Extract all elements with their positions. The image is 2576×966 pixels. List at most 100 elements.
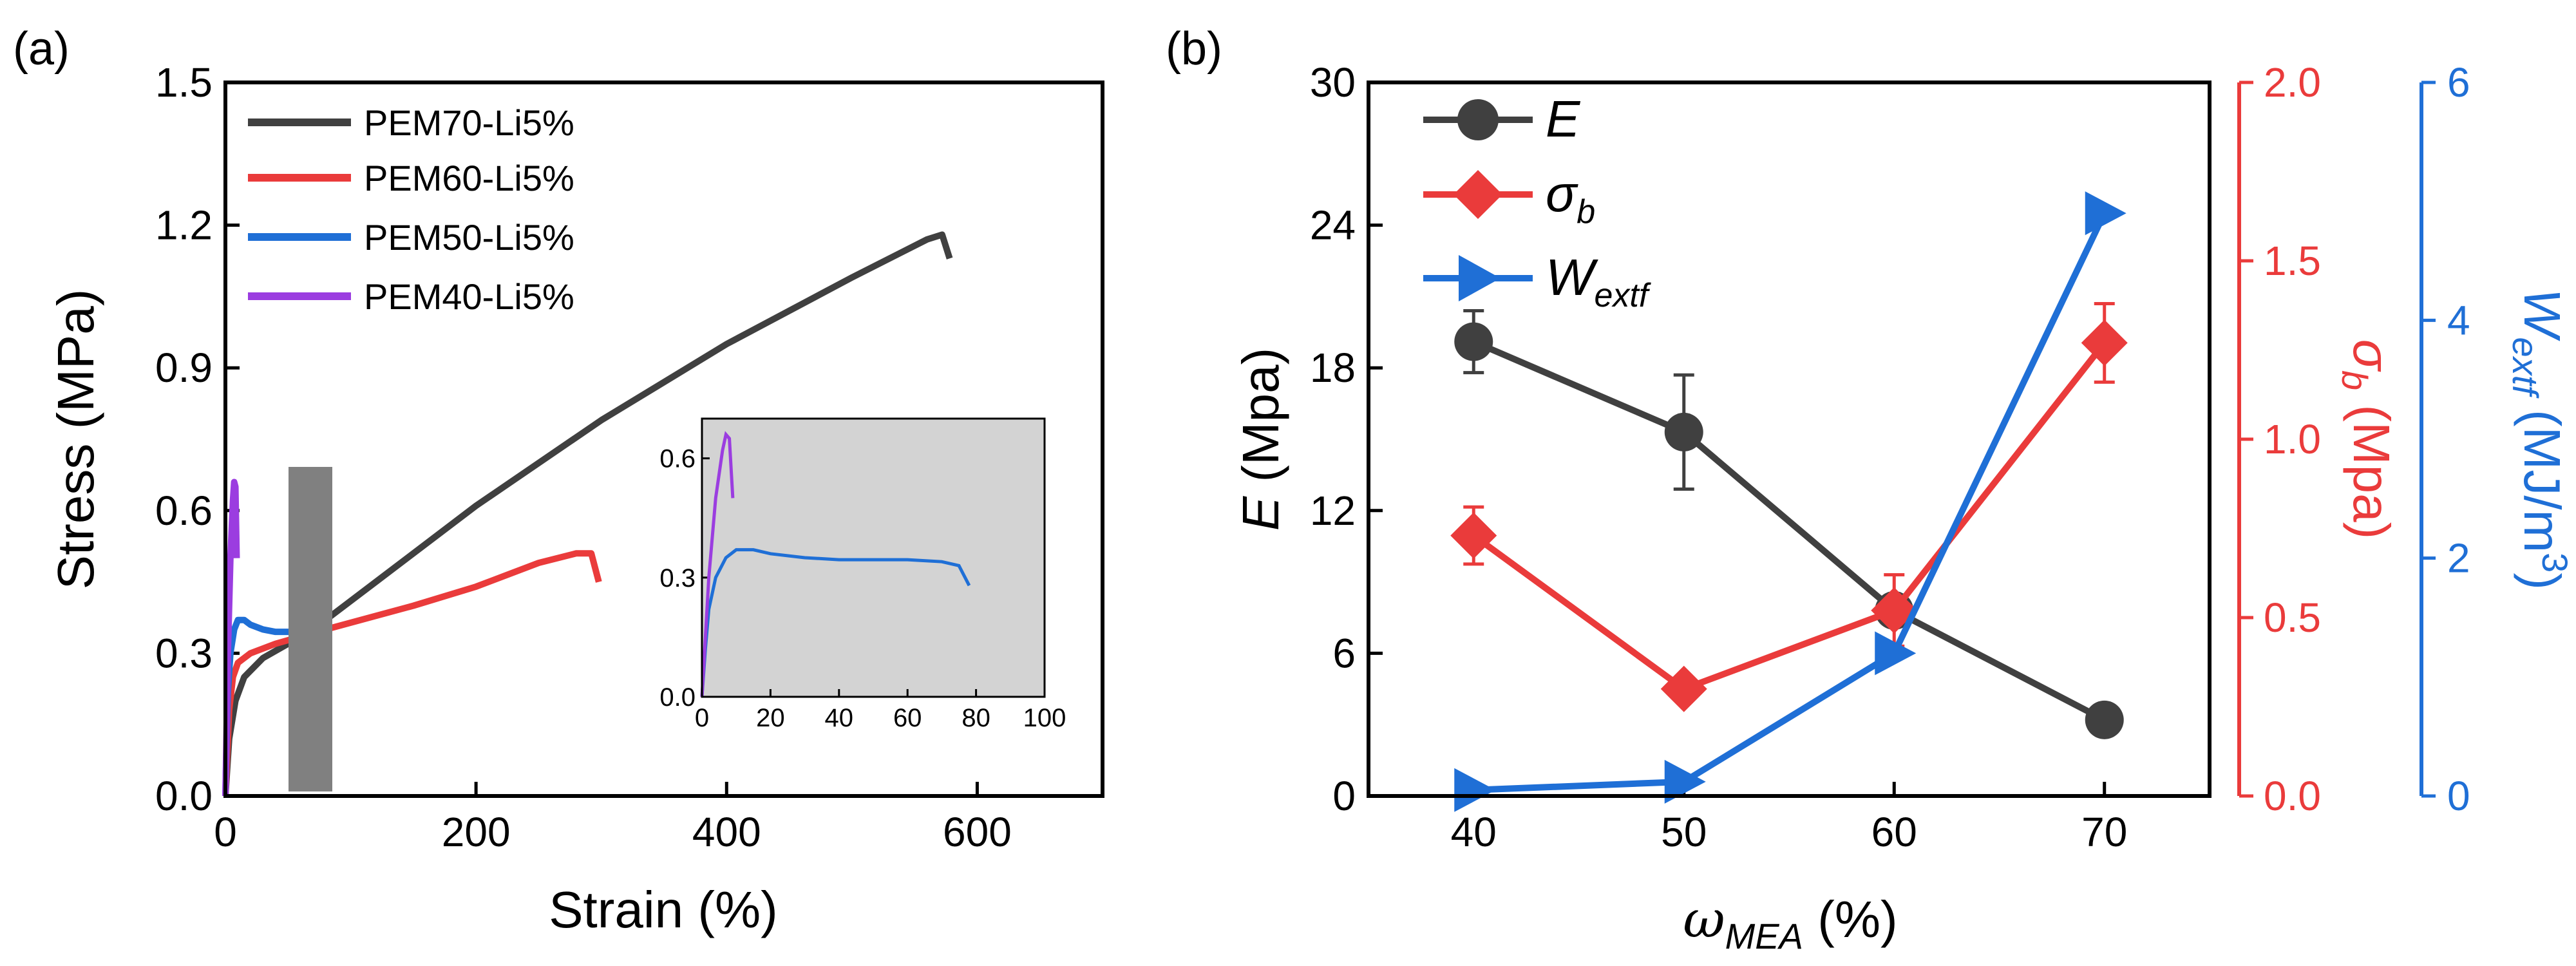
b-sigma-tick-label: 1.5 [2264,238,2321,284]
w-title-main: W [2514,289,2571,341]
sigma-title-unit: (Mpa) [2343,390,2400,539]
b-left-tick-label: 18 [1310,345,1356,391]
panel-a-gray-marker [289,467,332,791]
legend-label-pem60: PEM60-Li5% [364,158,574,198]
data-point-e [1664,412,1703,451]
inset-x-tick-label: 20 [756,704,785,732]
data-point-sigma-b [2081,319,2128,366]
legend-marker-w [1459,255,1501,301]
b-left-tick-label: 6 [1332,630,1356,676]
inset-x-tick-label: 100 [1023,704,1066,732]
w-title-close: ) [2514,573,2571,590]
panel-b-sigma-axis-title: σb (Mpa) [2334,339,2400,540]
series-line-pem40-li5 [222,478,240,797]
panel-a-y-axis-title: Stress (MPa) [47,289,104,590]
series-line-wextf [1473,211,2108,793]
sigma-title-sub: b [2334,370,2375,390]
left-title-unit: (Mpa) [1232,348,1289,497]
a-y-tick-label: 0.9 [155,345,213,391]
b-left-tick-label: 30 [1310,59,1356,106]
legend-label-pem40: PEM40-Li5% [364,276,574,317]
data-point-e [2085,700,2124,739]
b-sigma-tick-label: 2.0 [2264,59,2321,106]
b-x-tick-label: 40 [1451,809,1497,855]
inset-x-tick-label: 60 [893,704,922,732]
panel-a-axes-frame [223,80,1104,798]
x-title-omega: ω [1683,889,1725,949]
series-line-pem70-li5 [222,231,953,797]
legend-label-e: E [1546,90,1581,147]
w-title-sub: extf [2505,337,2546,399]
b-w-tick-label: 4 [2447,297,2470,343]
sigma-title-main: σ [2343,339,2400,372]
a-x-tick-label: 400 [692,809,761,855]
data-point-wextf [1875,631,1917,676]
inset-x-tick-label: 40 [825,704,854,732]
series-line-pem60-li5 [222,550,602,797]
legend-label-pem50: PEM50-Li5% [364,217,574,258]
legend-label-pem70: PEM70-Li5% [364,102,574,143]
inset-frame [701,417,1046,698]
a-x-tick-label: 0 [214,809,237,855]
legend-label-sigma: σb [1546,165,1595,231]
b-x-tick-label: 70 [2081,809,2127,855]
inset-x-tick-label: 0 [695,704,709,732]
a-y-tick-label: 0.3 [155,630,213,676]
a-x-tick-label: 200 [442,809,511,855]
b-left-tick-label: 12 [1310,488,1356,534]
data-point-wextf [1454,768,1496,812]
b-x-tick-label: 60 [1871,809,1917,855]
data-point-e [1454,322,1493,361]
a-x-tick-label: 600 [943,809,1012,855]
inset-y-tick-label: 0.6 [659,445,696,473]
inset-line-pem50-li5 [700,548,971,697]
b-left-tick-label: 24 [1310,202,1356,249]
panel-a-x-axis-title: Strain (%) [549,881,778,938]
legend-label-sigma-main: σ [1546,165,1578,222]
panel-b-axes-frame [1367,80,2211,798]
x-title-unit: (%) [1803,891,1898,948]
panel-b-w-axis-title: Wextf (MJ/m3) [2505,289,2575,590]
panel-b-label: (b) [1166,23,1222,75]
panel-a-legend: PEM70-Li5% PEM60-Li5% PEM50-Li5% PEM40-L… [248,102,574,317]
b-w-tick-label: 0 [2447,773,2470,819]
legend-marker-sigma [1454,170,1502,219]
legend-marker-e [1457,99,1499,140]
w-title-sup: 3 [2535,553,2575,573]
b-x-tick-label: 50 [1661,809,1707,855]
data-point-sigma-b [1660,665,1707,712]
data-point-wextf [2085,191,2126,236]
panel-b-legend: E σb Wextf [1423,90,1651,314]
legend-label-w-sub: extf [1595,277,1651,314]
inset-y-tick-label: 0.3 [659,564,696,592]
panel-a-label: (a) [13,23,70,75]
w-title-unit: (MJ/m [2514,395,2571,553]
series-line-e [1472,338,2107,723]
a-y-tick-label: 1.2 [155,202,213,249]
x-title-sub: MEA [1725,916,1803,956]
b-left-tick-label: 0 [1332,773,1356,819]
inset-background [702,419,1045,697]
inset-x-tick-label: 80 [961,704,990,732]
a-y-tick-label: 0.0 [155,773,213,819]
panel-a-chart: 0 200 400 600 0.0 0.3 0.6 0.9 1.2 1.5 0 20 40 60 80 10… [47,59,1104,938]
a-y-tick-label: 0.6 [155,488,213,534]
a-y-tick-label: 1.5 [155,59,213,106]
series-line-sigma-b [1472,341,2107,693]
data-point-wextf [1664,759,1706,804]
b-w-tick-label: 6 [2447,59,2470,106]
inset-line-pem40-li5 [700,431,735,697]
legend-label-w: Wextf [1546,249,1651,314]
data-point-sigma-b [1450,512,1497,559]
b-sigma-tick-label: 1.0 [2264,416,2321,462]
b-w-tick-label: 2 [2447,535,2470,582]
left-title-main: E [1232,495,1289,531]
inset-y-tick-label: 0.0 [659,683,696,712]
legend-label-w-main: W [1546,249,1598,306]
b-sigma-tick-label: 0.0 [2264,773,2321,819]
legend-label-sigma-sub: b [1577,193,1595,231]
b-sigma-tick-label: 0.5 [2264,594,2321,641]
panel-b-x-axis-title: ωMEA (%) [1683,889,1897,956]
